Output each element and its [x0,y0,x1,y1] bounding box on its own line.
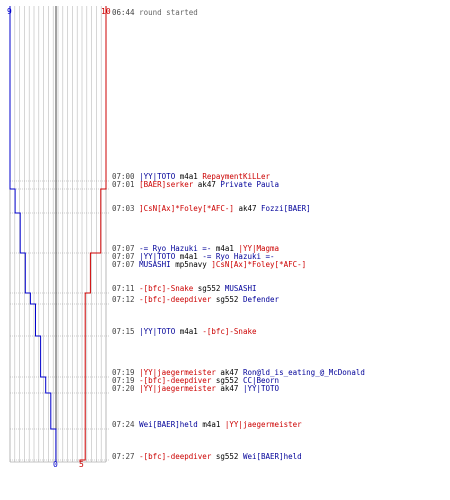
killer-name: MUSASHI [139,260,171,269]
chart-grid [9,6,107,463]
bottom-tick-blue: 0 [53,460,58,469]
victim-name: CC|Beorn [242,376,280,385]
killer-name: |YY|TOTO [139,252,176,261]
weapon-name: sg552 [215,295,239,304]
weapon-name: ak47 [197,180,216,189]
event-message: round started [139,8,198,17]
victim-name: |YY|jaegermeister [224,420,302,429]
kill-log-entry: 07:19 |YY|jaegermeister ak47 Ron@ld_is_e… [112,369,365,377]
kill-log-entry: 07:03 ]CsN[Ax]*Foley[*AFC-] ak47 Fozzi[B… [112,205,311,213]
kill-log-entry: 07:07 -= Ryo Hazuki =- m4a1 |YY|Magma [112,245,279,253]
victim-name: |YY|Magma [238,244,280,253]
victim-name: Fozzi[BAER] [261,204,311,213]
event-time: 07:07 [112,252,135,261]
killer-name: |YY|TOTO [139,172,176,181]
weapon-name: ak47 [220,384,239,393]
weapon-name: sg552 [215,452,239,461]
victim-name: -= Ryo Hazuki =- [202,252,275,261]
kill-log-entry: 07:20 |YY|jaegermeister ak47 |YY|TOTO [112,385,279,393]
event-time: 07:15 [112,327,135,336]
victim-name: -[bfc]-Snake [202,327,257,336]
weapon-name: m4a1 [179,252,198,261]
event-time: 07:00 [112,172,135,181]
blue-team-line [9,6,57,462]
killer-name: |YY|jaegermeister [139,368,216,377]
killer-name: |YY|jaegermeister [139,384,216,393]
event-time: 07:12 [112,295,135,304]
event-time: 07:19 [112,368,135,377]
killer-name: -[bfc]-deepdiver [139,452,212,461]
event-time: 07:07 [112,260,135,269]
victim-name: Private Paula [220,180,280,189]
killer-name: ]CsN[Ax]*Foley[*AFC-] [139,204,234,213]
event-time: 07:03 [112,204,135,213]
weapon-name: mp5navy [175,260,207,269]
kill-log-entry: 07:00 |YY|TOTO m4a1 RepaymentKiLLer [112,173,270,181]
kill-log-entry: 06:44 round started [112,9,198,17]
victim-name: Defender [242,295,280,304]
kill-log-entry: 07:27 -[bfc]-deepdiver sg552 Wei[BAER]he… [112,453,302,461]
top-tick-red: 10 [101,7,111,16]
red-team-line [79,6,107,462]
victim-name: |YY|TOTO [242,384,280,393]
weapon-name: ak47 [238,204,257,213]
killer-name: -[bfc]-deepdiver [139,376,212,385]
event-time: 07:11 [112,284,135,293]
killer-name: -[bfc]-deepdiver [139,295,212,304]
event-time: 07:07 [112,244,135,253]
weapon-name: sg552 [215,376,239,385]
victim-name: ]CsN[Ax]*Foley[*AFC-] [211,260,307,269]
event-time: 07:20 [112,384,135,393]
killer-name: [BAER]serker [139,180,194,189]
kill-log-entry: 07:11 -[bfc]-Snake sg552 MUSASHI [112,285,257,293]
kill-log-entry: 07:07 MUSASHI mp5navy ]CsN[Ax]*Foley[*AF… [112,261,306,269]
victim-name: Ron@ld_is_eating_@_McDonald [242,368,365,377]
victim-name: Wei[BAER]held [242,452,302,461]
kill-log-entry: 07:12 -[bfc]-deepdiver sg552 Defender [112,296,279,304]
kill-log-entry: 07:24 Wei[BAER]held m4a1 |YY|jaegermeist… [112,421,302,429]
top-tick-blue: 9 [7,7,12,16]
event-time: 07:27 [112,452,135,461]
weapon-name: m4a1 [179,172,198,181]
kill-log-entry: 07:15 |YY|TOTO m4a1 -[bfc]-Snake [112,328,257,336]
victim-name: RepaymentKiLLer [202,172,271,181]
kill-log-entry: 07:19 -[bfc]-deepdiver sg552 CC|Beorn [112,377,279,385]
kill-log-entry: 07:01 [BAER]serker ak47 Private Paula [112,181,279,189]
weapon-name: ak47 [220,368,239,377]
event-time: 07:01 [112,180,135,189]
kill-log-entry: 07:07 |YY|TOTO m4a1 -= Ryo Hazuki =- [112,253,275,261]
victim-name: MUSASHI [224,284,257,293]
event-time: 07:19 [112,376,135,385]
killer-name: -[bfc]-Snake [139,284,194,293]
killer-name: |YY|TOTO [139,327,176,336]
weapon-name: sg552 [197,284,221,293]
killer-name: -= Ryo Hazuki =- [139,244,212,253]
killer-name: Wei[BAER]held [139,420,198,429]
weapon-name: m4a1 [215,244,234,253]
event-time: 06:44 [112,8,135,17]
bottom-tick-red: 5 [79,460,84,469]
weapon-name: m4a1 [179,327,198,336]
event-time: 07:24 [112,420,135,429]
weapon-name: m4a1 [202,420,221,429]
